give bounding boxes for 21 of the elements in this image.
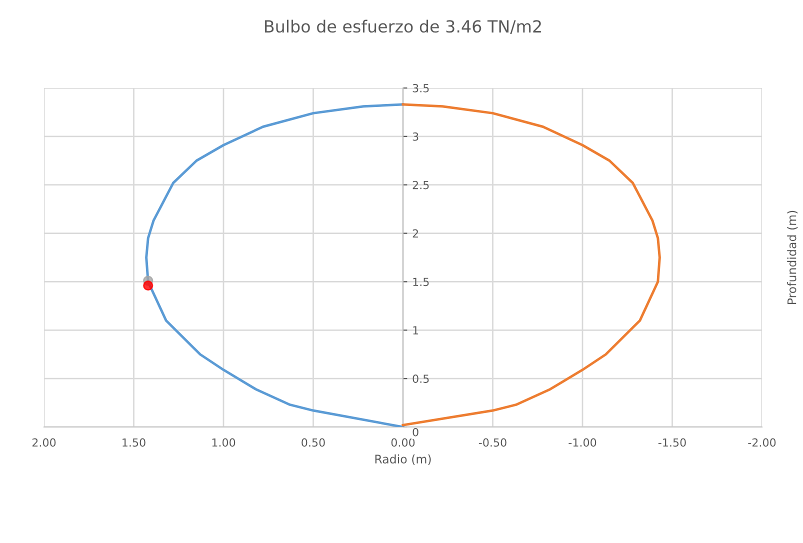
x-tick-label: -0.50 bbox=[478, 438, 506, 447]
x-tick-label: 0.00 bbox=[391, 438, 415, 447]
x-tick-label: -2.00 bbox=[748, 438, 776, 447]
y-tick-label: 0.5 bbox=[412, 374, 429, 383]
line-series bbox=[402, 103, 661, 426]
chart-title: Bulbo de esfuerzo de 3.46 TN/m2 bbox=[265, 20, 541, 34]
x-tick-label: -1.00 bbox=[568, 438, 596, 447]
x-tick-label: 1.00 bbox=[212, 438, 236, 447]
y-tick-label: 3 bbox=[412, 132, 418, 141]
y-tick-label: 0 bbox=[412, 428, 418, 436]
y-tick-label: 3.5 bbox=[412, 84, 429, 92]
x-axis-title: Radio (m) bbox=[375, 454, 431, 465]
y-axis-title: Profundidad (m) bbox=[787, 210, 798, 304]
y-tick-label: 1 bbox=[413, 326, 418, 334]
y-tick-label: 2 bbox=[412, 229, 418, 238]
x-tick-label: 0.50 bbox=[302, 438, 325, 447]
x-tick-label: 2.00 bbox=[32, 438, 56, 447]
y-tick-label: 1.5 bbox=[413, 278, 429, 286]
x-tick-label: -1.50 bbox=[658, 438, 686, 447]
x-tick-label: 1.50 bbox=[122, 438, 146, 447]
y-tick-label: 2.5 bbox=[412, 180, 429, 190]
